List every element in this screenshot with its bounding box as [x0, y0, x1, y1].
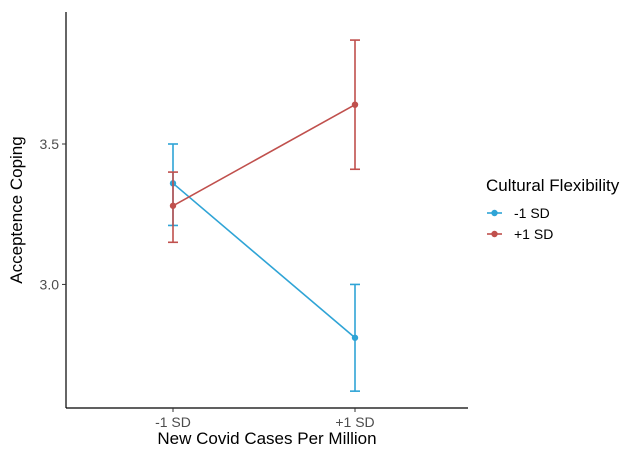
data-point	[169, 202, 177, 209]
series-layer	[168, 39, 360, 392]
x-ticks: -1 SD +1 SD	[155, 408, 375, 430]
legend-key-point	[491, 230, 498, 238]
series-line	[172, 103, 356, 207]
series-group	[168, 143, 360, 392]
legend-key-point	[491, 209, 498, 217]
series-line	[172, 182, 356, 339]
data-point	[351, 334, 359, 341]
axes	[65, 12, 468, 409]
y-axis-title: Acceptence Coping	[7, 136, 26, 283]
legend: Cultural Flexibility -1 SD +1 SD	[486, 176, 620, 242]
y-tick-label: 3.0	[40, 276, 60, 292]
x-tick-label: +1 SD	[335, 414, 374, 430]
data-point	[351, 101, 359, 108]
legend-label: -1 SD	[514, 205, 550, 221]
legend-label: +1 SD	[514, 226, 553, 242]
y-tick-label: 3.5	[40, 136, 60, 152]
legend-title: Cultural Flexibility	[486, 176, 620, 195]
x-tick-label: -1 SD	[155, 414, 191, 430]
x-axis-title: New Covid Cases Per Million	[157, 429, 376, 448]
y-ticks: 3.0 3.5	[40, 136, 66, 292]
series-group	[168, 39, 360, 244]
